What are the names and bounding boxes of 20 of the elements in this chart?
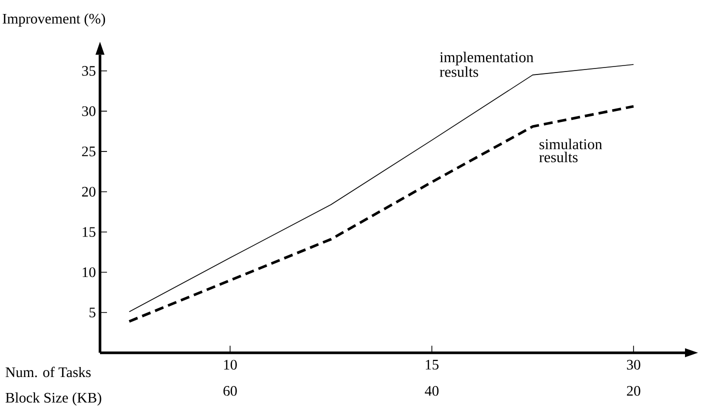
y-tick-label: 25: [82, 146, 96, 156]
text: Block Size (KB): [6, 392, 102, 406]
y-axis-title: Improvement (%): [2, 13, 106, 27]
text: 20: [626, 386, 640, 396]
x-tick-label: 10: [224, 360, 237, 370]
y-tick-label: 30: [82, 106, 96, 116]
y-tick-label: 10: [82, 267, 96, 278]
y-tick-label: 20: [82, 186, 96, 197]
x-tick-label: 30: [627, 360, 640, 370]
line-series: [128, 105, 635, 323]
y-tick-label: 5: [90, 308, 96, 318]
x-axis-title: Num. of Tasks: [6, 366, 91, 378]
series-label: implementation results: [440, 52, 534, 77]
text: 60: [223, 386, 237, 396]
text: 40: [424, 386, 439, 396]
series-label: simulation results: [539, 138, 602, 162]
y-tick-label: 35: [82, 66, 96, 76]
x-tick-label: 15: [426, 360, 439, 370]
y-tick-label: 15: [82, 227, 96, 237]
line-series: [128, 64, 634, 312]
